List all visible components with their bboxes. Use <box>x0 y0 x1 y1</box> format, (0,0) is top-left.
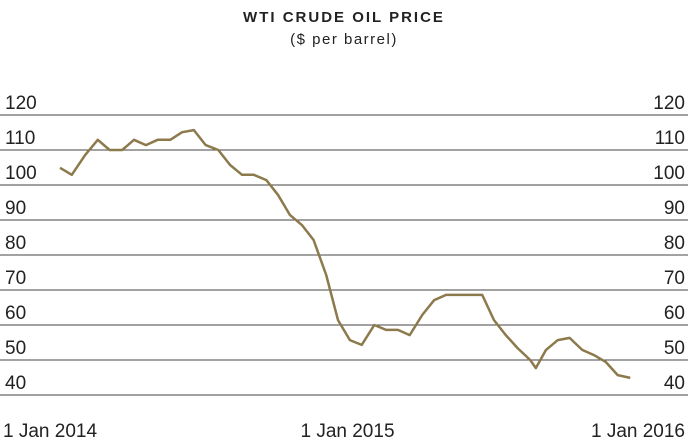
y-tick-label: 80 <box>5 233 26 254</box>
y-tick-label: 90 <box>5 198 26 219</box>
y-tick-label: 120 <box>5 93 37 114</box>
chart-title: WTI CRUDE OIL PRICE <box>243 9 445 26</box>
y-tick-label-right: 70 <box>664 268 685 289</box>
y-tick-label: 50 <box>5 338 26 359</box>
y-tick-label-right: 100 <box>653 163 685 184</box>
y-tick-label: 60 <box>5 303 26 324</box>
y-tick-label: 70 <box>5 268 26 289</box>
y-tick-label-right: 90 <box>664 198 685 219</box>
y-tick-label: 110 <box>5 128 35 149</box>
y-tick-label-right: 110 <box>655 128 685 149</box>
y-tick-label-right: 50 <box>664 338 685 359</box>
x-tick-label: 1 Jan 2015 <box>300 421 394 441</box>
y-tick-label-right: 60 <box>664 303 685 324</box>
x-tick-label: 1 Jan 2016 <box>591 421 685 441</box>
y-tick-label: 40 <box>5 373 26 394</box>
chart-subtitle: ($ per barrel) <box>290 31 398 48</box>
x-tick-label: 1 Jan 2014 <box>3 421 97 441</box>
y-tick-label: 100 <box>5 163 37 184</box>
y-tick-label-right: 40 <box>664 373 685 394</box>
y-tick-label-right: 120 <box>653 93 685 114</box>
y-tick-label-right: 80 <box>664 233 685 254</box>
price-line <box>59 128 631 380</box>
